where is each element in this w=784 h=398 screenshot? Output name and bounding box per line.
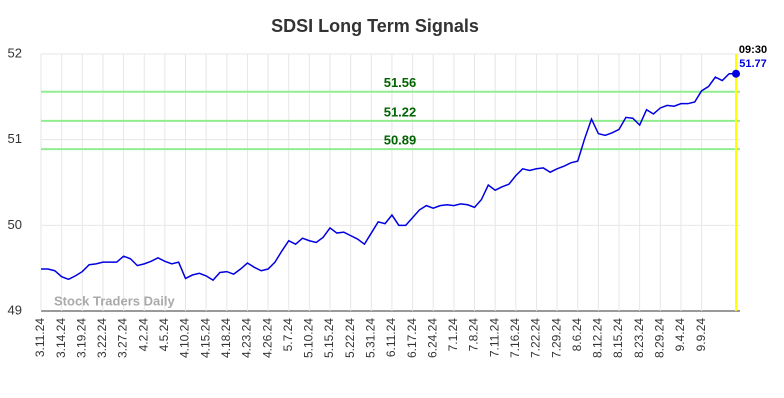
x-tick-label: 4.23.24 xyxy=(240,318,254,358)
x-tick-label: 6.11.24 xyxy=(384,318,398,357)
x-tick-label: 9.9.24 xyxy=(694,318,708,352)
x-tick-label: 7.8.24 xyxy=(467,318,481,352)
signal-label: 50.89 xyxy=(384,133,417,148)
x-tick-label: 4.26.24 xyxy=(260,318,274,358)
x-tick-label: 3.19.24 xyxy=(74,318,88,358)
x-tick-label: 8.23.24 xyxy=(632,318,646,358)
last-point xyxy=(732,69,740,78)
y-tick-label: 50 xyxy=(8,217,22,232)
x-tick-label: 8.15.24 xyxy=(611,318,625,358)
signal-label: 51.22 xyxy=(384,104,417,119)
x-tick-label: 4.18.24 xyxy=(219,318,233,358)
x-tick-label: 5.10.24 xyxy=(302,318,316,358)
x-tick-label: 5.31.24 xyxy=(363,318,377,358)
x-tick-label: 5.7.24 xyxy=(281,318,295,352)
x-tick-label: 3.14.24 xyxy=(54,318,68,358)
x-tick-label: 8.6.24 xyxy=(570,318,584,352)
x-tick-label: 7.1.24 xyxy=(446,318,460,352)
last-value: 51.77 xyxy=(739,58,767,70)
x-tick-label: 8.29.24 xyxy=(652,318,666,358)
x-tick-label: 3.27.24 xyxy=(116,318,130,358)
watermark: Stock Traders Daily xyxy=(54,293,175,308)
x-tick-label: 7.11.24 xyxy=(487,318,501,357)
last-time: 09:30 xyxy=(739,44,767,56)
y-tick-label: 49 xyxy=(8,302,22,317)
x-tick-label: 4.15.24 xyxy=(198,318,212,358)
x-tick-label: 7.22.24 xyxy=(529,318,543,358)
line xyxy=(41,72,736,282)
x-tick-label: 4.10.24 xyxy=(178,318,192,358)
x-tick-label: 4.2.24 xyxy=(136,318,150,352)
x-tick-label: 7.29.24 xyxy=(549,318,563,358)
x-tick-label: 3.22.24 xyxy=(95,318,109,358)
x-tick-label: 5.22.24 xyxy=(343,318,357,358)
x-tick-label: 3.11.24 xyxy=(33,318,47,357)
signal-label: 51.56 xyxy=(384,75,417,90)
y-tick-label: 51 xyxy=(8,131,22,146)
x-tick-label: 6.24.24 xyxy=(425,318,439,358)
x-tick-label: 9.4.24 xyxy=(673,318,687,352)
chart-title: SDSI Long Term Signals xyxy=(271,16,479,36)
y-tick-label: 52 xyxy=(8,45,22,60)
x-tick-label: 7.16.24 xyxy=(508,318,522,358)
x-tick-label: 4.5.24 xyxy=(157,318,171,352)
x-tick-label: 8.12.24 xyxy=(591,318,605,358)
x-tick-label: 5.15.24 xyxy=(322,318,336,358)
x-tick-label: 6.17.24 xyxy=(405,318,419,358)
